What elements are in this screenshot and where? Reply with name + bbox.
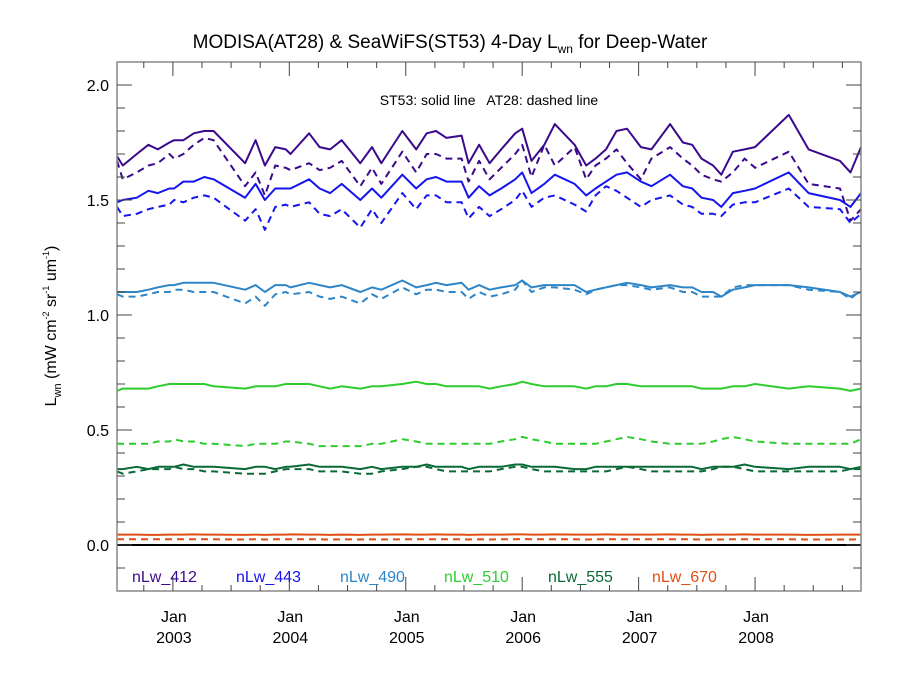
series-line-nlw-510-at28 [117, 435, 862, 448]
y-tick-label: 1.0 [87, 308, 109, 325]
x-tick-label-year: 2006 [505, 630, 541, 647]
chart-title: MODISA(AT28) & SeaWiFS(ST53) 4-Day Lwn f… [193, 32, 708, 56]
axes: 0.0 0.5 1.0 1.5 2.0 Jan 2003 Jan 2004 Jan 2005 Jan 2… [87, 61, 862, 647]
legend-item-nlw-412: nLw_412 [132, 569, 197, 586]
y-label-superscript: -1 [41, 286, 51, 294]
chart-title-suffix: for Deep-Water [573, 32, 708, 53]
series-line-nlw-490-at28 [116, 279, 862, 307]
y-tick-label: 0.5 [87, 423, 109, 440]
legend-item-nlw-443: nLw_443 [236, 569, 301, 586]
y-tick-label: 0.0 [87, 538, 109, 555]
x-tick-label-month: Jan [627, 609, 653, 626]
y-label-main: L [43, 397, 60, 406]
x-tick-label-month: Jan [510, 609, 536, 626]
y-tick-label: 1.5 [87, 193, 109, 210]
line-style-annotation: ST53: solid line AT28: dashed line [380, 92, 599, 108]
series-line-nlw-443-st53 [116, 171, 862, 208]
y-axis-label: Lwn (mW cm-2 sr-1 um-1) [41, 246, 64, 407]
plot-lines [116, 113, 862, 546]
svg-text:Lwn (mW cm-2 sr-1 um-1): Lwn (mW cm-2 sr-1 um-1) [41, 246, 64, 407]
y-label-units: (mW cm [43, 319, 60, 383]
series-line-nlw-412-at28 [116, 136, 862, 222]
chart-title-subscript: wn [557, 42, 573, 56]
series-line-nlw-555-st53 [117, 463, 862, 471]
series-line-nlw-510-st53 [116, 380, 862, 392]
x-tick-label-year: 2004 [273, 630, 309, 647]
x-tick-label-month: Jan [743, 609, 769, 626]
y-label-subscript: wn [52, 383, 64, 398]
x-tick-label-year: 2005 [389, 630, 425, 647]
legend: nLw_412 nLw_443 nLw_490 nLw_510 nLw_555 nLw_6… [132, 569, 717, 586]
series-line-nlw-555-at28 [116, 465, 861, 475]
series-line-nlw-670-st53 [117, 533, 861, 536]
series-line-nlw-412-st53 [116, 113, 862, 176]
x-tick-label-year: 2008 [738, 630, 774, 647]
legend-item-nlw-555: nLw_555 [548, 569, 613, 586]
y-label-superscript: -2 [41, 311, 51, 319]
y-label-superscript: -1 [41, 251, 51, 259]
y-label-units: um [43, 259, 60, 286]
y-label-units: ) [43, 246, 60, 251]
legend-item-nlw-490: nLw_490 [340, 569, 405, 586]
legend-item-nlw-510: nLw_510 [444, 569, 509, 586]
x-tick-label-year: 2003 [156, 630, 192, 647]
y-label-units: sr [43, 293, 60, 311]
x-tick-label-month: Jan [394, 609, 420, 626]
x-tick-label-month: Jan [161, 609, 187, 626]
series-line-nlw-490-st53 [117, 279, 862, 298]
series-line-nlw-443-at28 [116, 185, 862, 231]
plot-frame [116, 61, 862, 592]
x-tick-label-month: Jan [277, 609, 303, 626]
x-tick-label-year: 2007 [622, 630, 658, 647]
series-line-nlw-670-at28 [117, 538, 862, 541]
legend-item-nlw-670: nLw_670 [652, 569, 717, 586]
y-tick-label: 2.0 [87, 78, 109, 95]
